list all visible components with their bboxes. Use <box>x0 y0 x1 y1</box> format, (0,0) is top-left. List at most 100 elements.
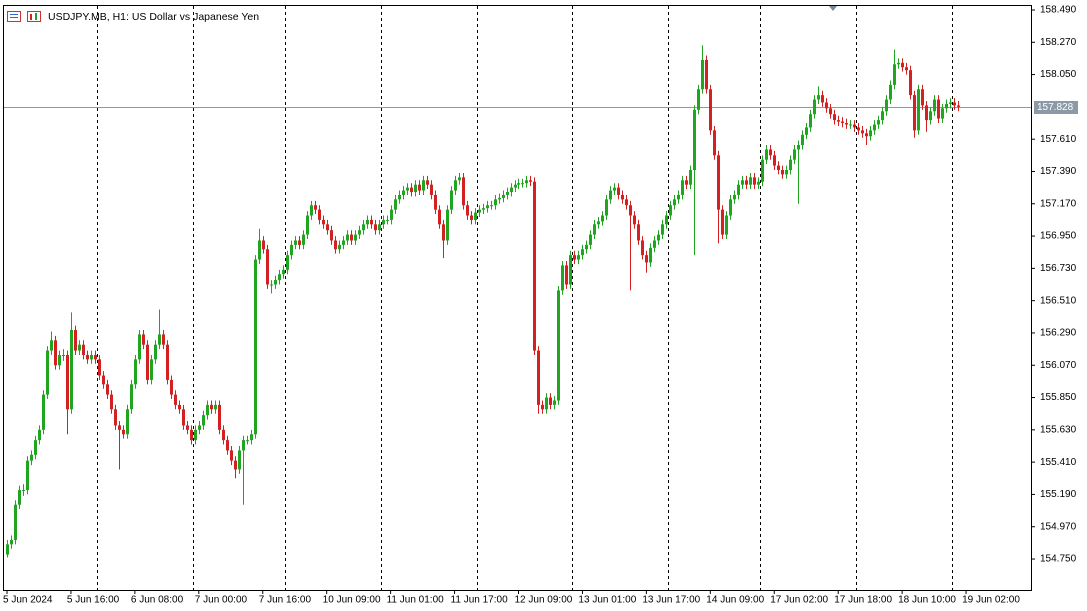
candle-body <box>370 219 373 225</box>
candle-body <box>649 247 652 263</box>
candle-body <box>713 130 716 156</box>
candle-body <box>330 230 333 241</box>
y-tick-label: 158.050 <box>1040 69 1077 80</box>
x-tick-label: 13 Jun 17:00 <box>642 595 700 606</box>
candle-body <box>785 170 788 175</box>
candle-body <box>466 205 469 216</box>
y-tick-label: 154.970 <box>1040 521 1077 532</box>
candle-body <box>597 221 600 225</box>
candle-body <box>98 359 101 376</box>
candle-body <box>290 244 293 256</box>
candle-body <box>957 105 960 107</box>
candle-body <box>314 205 317 210</box>
candle-body <box>434 194 437 210</box>
candle-body <box>849 124 852 126</box>
candle-body <box>394 199 397 210</box>
candle-body <box>498 197 501 200</box>
axes: 158.490 158.270 158.050 157.610 157.390 157.1… <box>3 5 1078 606</box>
candle-body <box>825 102 828 109</box>
candle-body <box>821 95 824 103</box>
candle-body <box>661 224 664 235</box>
x-tick-label: 5 Jun 16:00 <box>67 595 120 606</box>
candle-body <box>705 59 708 90</box>
candle-body <box>246 440 249 442</box>
candle-body <box>90 354 93 360</box>
candle-body <box>154 344 157 360</box>
candle-body <box>853 124 856 128</box>
x-tick-label: 12 Jun 09:00 <box>514 595 572 606</box>
candle-body <box>186 425 189 430</box>
candle-body <box>38 429 41 441</box>
candle-body <box>641 240 644 256</box>
y-tick-label: 157.610 <box>1040 134 1077 145</box>
candle-body <box>18 490 21 505</box>
candle-body <box>653 240 656 248</box>
candle-body <box>446 209 449 241</box>
y-tick-label: 156.950 <box>1040 231 1077 242</box>
candle-body <box>545 397 548 410</box>
candle-body <box>793 149 796 160</box>
candle-body <box>266 249 269 285</box>
candle-body <box>673 199 676 206</box>
candle-body <box>438 209 441 225</box>
candle-body <box>282 269 285 275</box>
candle-body <box>398 194 401 200</box>
x-tick-label: 11 Jun 01:00 <box>387 595 445 606</box>
candle-body <box>506 192 509 195</box>
x-tick-label: 14 Jun 09:00 <box>706 595 764 606</box>
candle-body <box>402 190 405 195</box>
candle-body <box>721 209 724 235</box>
candle-body <box>685 180 688 185</box>
candle-body <box>533 181 536 351</box>
candle-body <box>206 404 209 416</box>
candle-body <box>342 240 345 245</box>
candle-body <box>158 334 161 345</box>
candle-body <box>494 199 497 206</box>
candle-body <box>102 375 105 385</box>
candle-body <box>250 434 253 441</box>
candle-body <box>929 111 932 121</box>
y-tick-label: 157.170 <box>1040 198 1077 209</box>
candle-body <box>510 187 513 193</box>
candle-body <box>122 429 125 435</box>
candle-body <box>865 133 868 137</box>
candle-body <box>769 149 772 156</box>
candle-body <box>569 255 572 285</box>
candle-body <box>857 127 860 131</box>
icon <box>7 11 21 22</box>
candle-body <box>677 194 680 200</box>
candle-body <box>470 215 473 220</box>
candle-body <box>86 354 89 360</box>
candle-body <box>761 159 764 182</box>
candle-body <box>14 504 17 540</box>
candle-body <box>801 134 804 146</box>
candle-body <box>74 330 77 351</box>
candle-body <box>198 425 201 430</box>
candle-body <box>126 409 129 435</box>
candle-body <box>689 170 692 185</box>
candle-body <box>190 429 193 441</box>
candle-body <box>214 404 217 410</box>
candle-body <box>765 149 768 160</box>
y-tick-label: 155.850 <box>1040 392 1077 403</box>
candle-body <box>637 224 640 241</box>
candle-body <box>565 265 568 285</box>
candle-body <box>885 99 888 112</box>
candle-body <box>613 187 616 191</box>
candle-body <box>937 99 940 119</box>
plot-frame <box>3 5 1032 591</box>
candle-body <box>893 64 896 85</box>
candle-body <box>50 340 53 351</box>
x-tick-label: 18 Jun 10:00 <box>898 595 956 606</box>
icon-bar <box>30 14 32 20</box>
y-tick-label: 156.510 <box>1040 295 1077 306</box>
y-tick-label: 156.290 <box>1040 328 1077 339</box>
candle-body <box>234 460 237 470</box>
candle-body <box>350 234 353 241</box>
candle-body <box>717 155 720 210</box>
candle-body <box>142 334 145 345</box>
candle-body <box>62 354 65 356</box>
candle-body <box>46 350 49 395</box>
candle-body <box>138 334 141 360</box>
candle-body <box>725 215 728 235</box>
